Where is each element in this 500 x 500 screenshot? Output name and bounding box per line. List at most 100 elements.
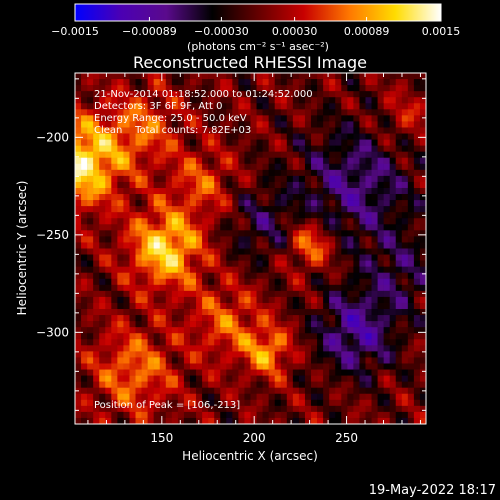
heatmap-pixel: [413, 230, 421, 237]
heatmap-pixel: [268, 73, 276, 80]
colorbar-ticks: −0.0015 −0.00089 −0.00030 0.00030 0.00089 0.0…: [51, 17, 460, 38]
heatmap-pixel: [159, 121, 167, 128]
heatmap-pixel: [298, 218, 306, 225]
heatmap-pixel: [189, 127, 197, 134]
heatmap-pixel: [317, 315, 324, 322]
heatmap-pixel: [87, 218, 94, 225]
heatmap-pixel: [111, 272, 118, 280]
heatmap-pixel: [407, 411, 415, 419]
heatmap-pixel: [214, 345, 221, 352]
heatmap-pixel: [141, 212, 148, 219]
heatmap-pixel: [123, 181, 130, 189]
heatmap-pixel: [401, 321, 409, 328]
heatmap-pixel: [159, 248, 167, 255]
heatmap-pixel: [347, 194, 354, 201]
heatmap-pixel: [87, 79, 94, 86]
heatmap-pixel: [75, 115, 82, 122]
heatmap-pixel: [329, 399, 336, 407]
heatmap-pixel: [81, 97, 88, 104]
heatmap-pixel: [335, 254, 342, 261]
heatmap-pixel: [274, 121, 282, 128]
heatmap-pixel: [147, 121, 154, 128]
heatmap-pixel: [377, 339, 384, 346]
heatmap-pixel: [159, 315, 167, 322]
heatmap-pixel: [93, 417, 100, 425]
heatmap-pixel: [111, 187, 118, 195]
heatmap-pixel: [165, 417, 173, 425]
heatmap-pixel: [208, 224, 215, 231]
heatmap-pixel: [262, 139, 269, 146]
heatmap-pixel: [389, 79, 397, 86]
heatmap-pixel: [87, 284, 94, 292]
heatmap-pixel: [129, 163, 136, 171]
heatmap-pixel: [99, 218, 106, 225]
heatmap-pixel: [214, 248, 221, 255]
heatmap-pixel: [135, 260, 142, 267]
heatmap-pixel: [413, 181, 421, 189]
heatmap-pixel: [353, 333, 360, 340]
heatmap-pixel: [183, 187, 191, 195]
heatmap-pixel: [135, 278, 142, 286]
colorbar-tick-label: 0.00089: [344, 25, 390, 38]
heatmap-pixel: [208, 206, 215, 213]
heatmap-pixel: [389, 194, 397, 201]
heatmap-pixel: [214, 399, 221, 407]
heatmap-pixel: [177, 218, 185, 225]
heatmap-pixel: [111, 109, 118, 116]
heatmap-pixel: [268, 393, 276, 401]
heatmap-pixel: [335, 145, 342, 152]
heatmap-pixel: [171, 133, 179, 140]
heatmap-pixel: [401, 163, 409, 171]
heatmap-pixel: [183, 387, 191, 395]
heatmap-pixel: [371, 393, 378, 401]
heatmap-pixel: [238, 290, 245, 298]
heatmap-pixel: [395, 393, 403, 401]
heatmap-pixel: [341, 399, 348, 407]
heatmap-pixel: [256, 248, 263, 255]
heatmap-pixel: [286, 290, 294, 298]
heatmap-pixel: [105, 115, 112, 122]
heatmap-pixel: [383, 169, 390, 177]
heatmap-pixel: [250, 73, 257, 80]
heatmap-pixel: [232, 381, 239, 388]
heatmap-pixel: [129, 103, 136, 110]
heatmap-pixel: [341, 260, 348, 267]
heatmap-pixel: [99, 248, 106, 255]
heatmap-pixel: [111, 399, 118, 407]
heatmap-pixel: [214, 109, 221, 116]
heatmap-pixel: [196, 163, 203, 171]
heatmap-pixel: [250, 121, 257, 128]
heatmap-pixel: [141, 224, 148, 231]
heatmap-pixel: [135, 212, 142, 219]
heatmap-pixel: [329, 296, 336, 304]
heatmap-pixel: [365, 381, 372, 388]
heatmap-pixel: [395, 284, 403, 292]
heatmap-pixel: [81, 284, 88, 292]
heatmap-pixel: [304, 151, 312, 159]
heatmap-pixel: [159, 91, 167, 98]
heatmap-pixel: [262, 224, 269, 231]
heatmap-pixel: [141, 381, 148, 388]
heatmap-pixel: [371, 417, 378, 425]
heatmap-pixel: [159, 163, 167, 171]
heatmap-pixel: [286, 91, 294, 98]
heatmap-pixel: [407, 218, 415, 225]
heatmap-pixel: [171, 272, 179, 280]
heatmap-pixel: [419, 333, 427, 340]
heatmap-pixel: [238, 327, 245, 334]
heatmap-pixel: [202, 333, 209, 340]
heatmap-pixel: [153, 145, 161, 152]
heatmap-pixel: [311, 260, 318, 267]
heatmap-pixel: [117, 333, 124, 340]
heatmap-pixel: [165, 272, 173, 280]
heatmap-pixel: [359, 230, 366, 237]
heatmap-pixel: [419, 187, 427, 195]
heatmap-pixel: [244, 145, 251, 152]
heatmap-pixel: [159, 296, 167, 304]
heatmap-pixel: [159, 85, 167, 92]
heatmap-pixel: [202, 345, 209, 352]
heatmap-pixel: [105, 327, 112, 334]
heatmap-pixel: [256, 206, 263, 213]
heatmap-pixel: [226, 163, 233, 171]
heatmap-pixel: [117, 73, 124, 80]
